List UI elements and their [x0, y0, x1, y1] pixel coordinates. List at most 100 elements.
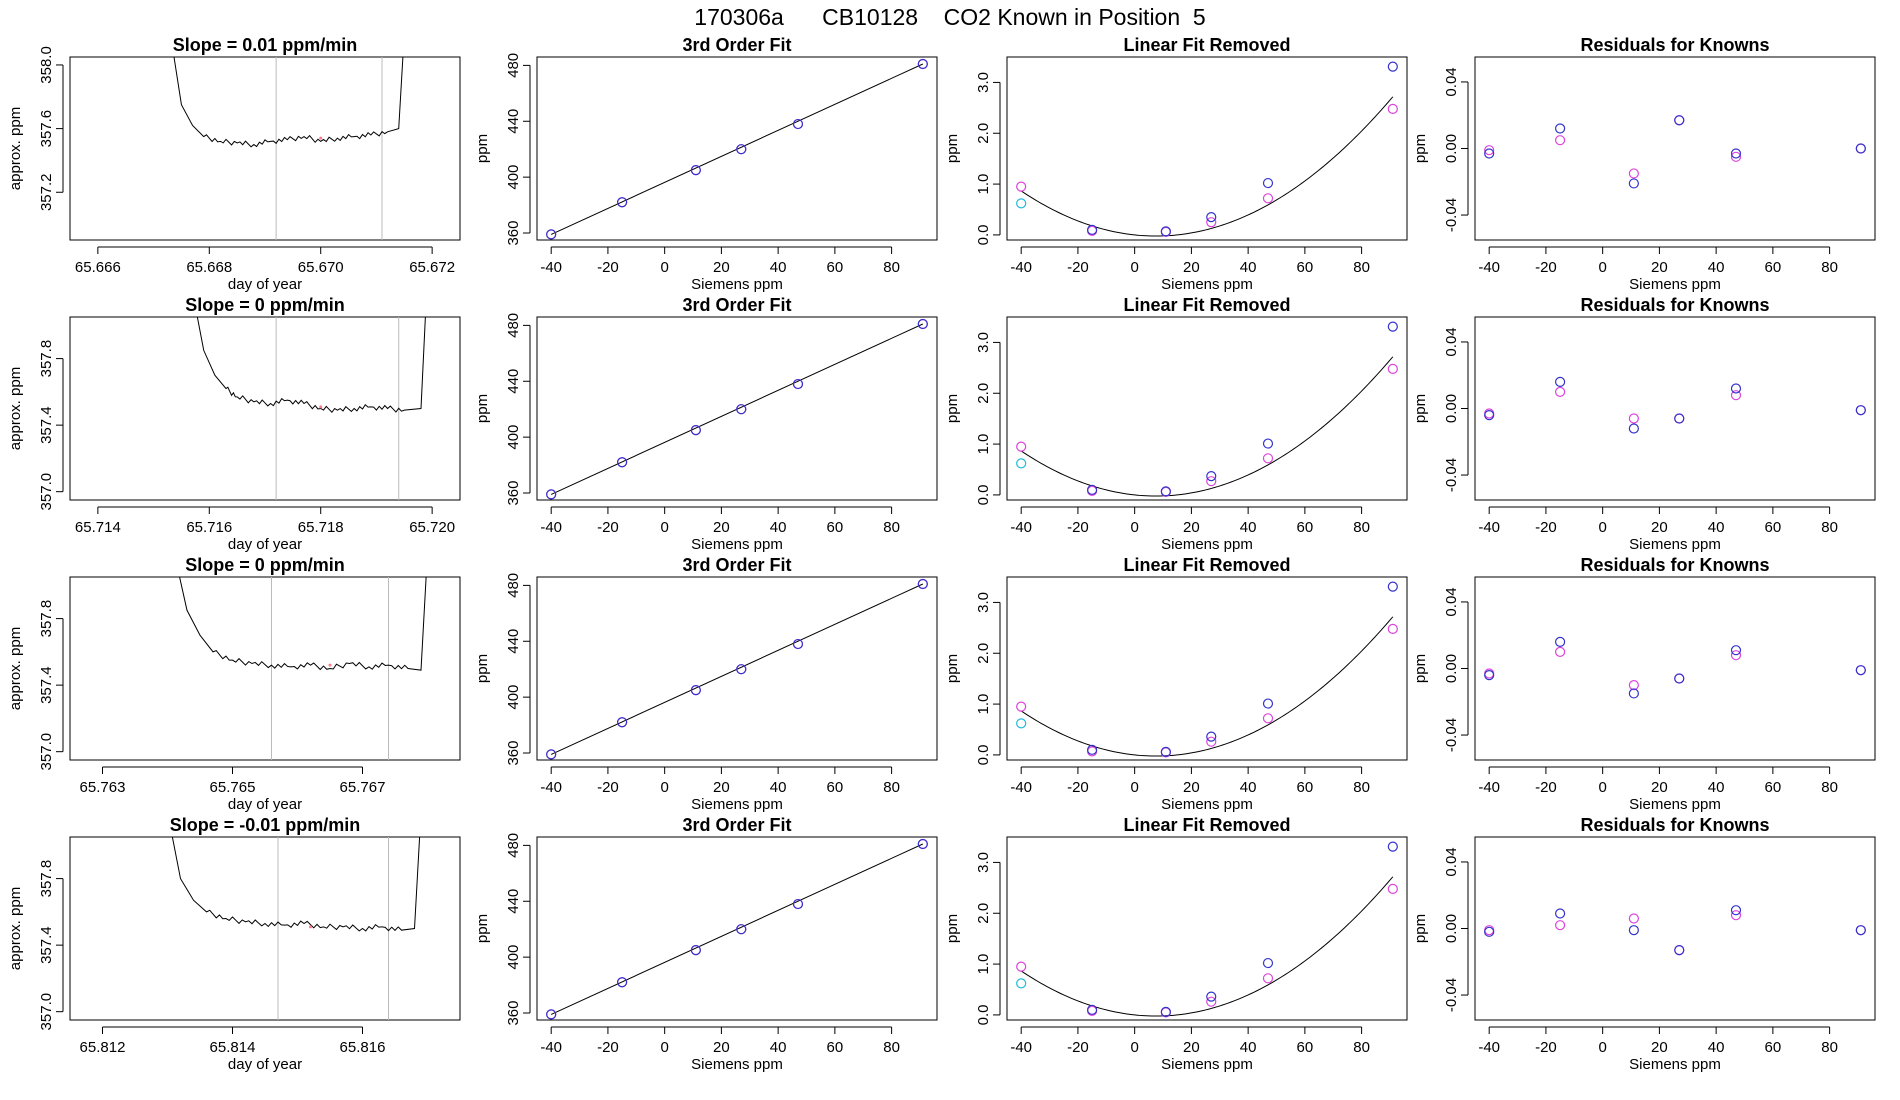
y-axis-label: approx. ppm [7, 107, 24, 190]
x-tick-label: -40 [1478, 519, 1500, 536]
plot-frame [69, 836, 461, 1021]
x-tick-label: -20 [597, 1039, 619, 1056]
x-tick-label: 0 [1598, 519, 1606, 536]
y-tick-label: 1.0 [975, 694, 992, 715]
x-tick-label: 60 [1765, 259, 1782, 276]
plot-area [1016, 841, 1398, 1018]
y-axis-label: ppm [474, 654, 491, 683]
measured-point [1387, 363, 1398, 374]
x-tick-label: 0 [1130, 1039, 1138, 1056]
known-point [1387, 61, 1398, 72]
x-tick-label: -20 [1067, 1039, 1089, 1056]
known-point [736, 664, 747, 675]
y-tick-label: 360 [505, 1000, 522, 1025]
known-point [1730, 645, 1742, 656]
y-tick-label: 0.0 [975, 484, 992, 505]
y-tick-label: 400 [505, 945, 522, 970]
x-tick-label: 40 [770, 1039, 787, 1056]
concentration-trace [171, 837, 421, 932]
y-tick-label: 1.0 [975, 954, 992, 975]
x-tick-label: -20 [1535, 259, 1557, 276]
x-tick-label: 60 [827, 1039, 844, 1056]
y-axis-label: ppm [474, 914, 491, 943]
plot-frame [536, 576, 938, 761]
y-tick-label: 3.0 [975, 592, 992, 613]
measured-point [1206, 736, 1217, 747]
x-tick-label: 65.763 [80, 779, 126, 796]
x-tick-label: -20 [1067, 259, 1089, 276]
sample-marker [319, 405, 323, 409]
plot-area [171, 837, 421, 1020]
measured-point [1730, 390, 1742, 401]
measured-point [1206, 996, 1217, 1007]
plot-area [173, 57, 404, 240]
x-tick-label: 20 [713, 779, 730, 796]
known-point [1387, 581, 1398, 592]
known-point [690, 425, 701, 436]
x-tick-label: 40 [1708, 1039, 1725, 1056]
measured-point [1016, 181, 1027, 192]
chart-panel-10: 3rd Order Fit -40 -20 0 20 40 60 80 Siemens ppm 3… [474, 555, 938, 813]
known-point [917, 838, 928, 850]
plot-area [546, 578, 928, 760]
x-axis-label: Siemens ppm [1629, 1056, 1721, 1073]
x-tick-label: -40 [1478, 259, 1500, 276]
sample-marker [319, 136, 323, 140]
chart-panel-5: Slope = 0 ppm/min 65.714 65.716 65.718 65.72… [7, 295, 461, 553]
measured-point [1206, 217, 1217, 228]
x-tick-label: -40 [1010, 519, 1032, 536]
concentration-trace [173, 57, 404, 148]
y-tick-label: 357.4 [38, 406, 55, 444]
plot-frame [1474, 836, 1876, 1021]
known-point [617, 977, 628, 988]
measured-point [1262, 713, 1274, 724]
x-tick-label: 80 [1353, 1039, 1370, 1056]
y-tick-label: 0.04 [1443, 327, 1460, 356]
x-tick-label: 0 [1598, 259, 1606, 276]
x-tick-label: 65.668 [186, 259, 232, 276]
plot-area [1484, 376, 1866, 434]
plot-area [1016, 581, 1398, 758]
x-tick-label: -20 [1067, 779, 1089, 796]
x-tick-label: -40 [540, 1039, 562, 1056]
measured-point [1387, 103, 1398, 114]
fit-curve [1020, 356, 1394, 497]
x-tick-label: 80 [1353, 519, 1370, 536]
known-point [690, 165, 701, 176]
plot-area [1484, 636, 1866, 699]
x-tick-label: -40 [1478, 779, 1500, 796]
y-axis-label: ppm [944, 914, 961, 943]
y-tick-label: 2.0 [975, 903, 992, 924]
y-tick-label: 358.0 [38, 46, 55, 84]
y-tick-label: 360 [505, 740, 522, 765]
known-point [917, 578, 928, 590]
chart-title: Slope = 0 ppm/min [185, 555, 345, 575]
y-tick-label: 357.0 [38, 473, 55, 511]
known-point [1674, 945, 1685, 956]
known-point [1555, 908, 1566, 919]
measured-point [1730, 151, 1742, 162]
known-point [1484, 148, 1495, 159]
x-tick-label: 65.720 [409, 519, 455, 536]
known-point [1628, 423, 1639, 434]
known-point [546, 229, 557, 240]
y-tick-label: 357.2 [38, 173, 55, 211]
known-point [1628, 178, 1639, 189]
plot-frame [1006, 316, 1408, 501]
y-tick-label: 3.0 [975, 332, 992, 353]
measured-point [1555, 386, 1566, 397]
y-tick-label: 0.00 [1443, 394, 1460, 423]
known-point [617, 197, 628, 208]
y-tick-label: -0.04 [1443, 978, 1460, 1012]
x-tick-label: 20 [1651, 1039, 1668, 1056]
chart-panel-1: Slope = 0.01 ppm/min 65.666 65.668 65.670 65… [7, 35, 461, 293]
plot-area [1016, 321, 1398, 497]
x-tick-label: 65.765 [210, 779, 256, 796]
y-tick-label: 440 [505, 369, 522, 394]
x-axis-label: Siemens ppm [1629, 796, 1721, 813]
known-point [546, 489, 557, 500]
known-point [792, 638, 804, 650]
plot-area [1484, 905, 1866, 956]
known-point [1262, 438, 1274, 449]
x-tick-label: 60 [827, 259, 844, 276]
